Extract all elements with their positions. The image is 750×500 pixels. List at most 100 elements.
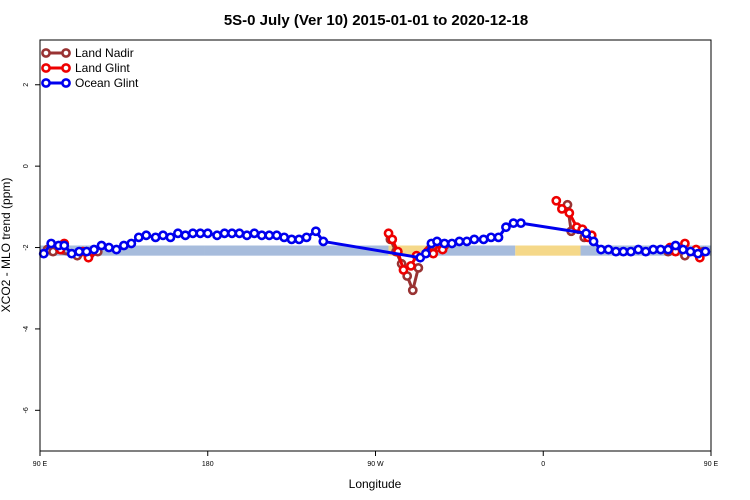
ocean-glint-point [611,246,621,257]
chart-title: 5S-0 July (Ver 10) 2015-01-01 to 2020-12… [224,12,528,29]
ocean-glint-point [670,240,681,251]
ocean-glint-point [648,244,659,255]
land-glint-point [556,203,567,214]
legend-swatch-marker [41,78,51,88]
ocean-glint-point [633,244,644,255]
series-ocean-glint [38,218,711,263]
ocean-glint-point [493,232,504,243]
y-tick-label: -4 [23,326,30,332]
y-tick-label: 2 [23,83,30,87]
ocean-glint-point [256,230,267,241]
ocean-glint-point [212,230,222,241]
legend-item-ocean-glint: Ocean Glint [41,76,139,90]
band-3 [435,245,516,256]
ocean-glint-point [158,230,168,241]
ocean-glint-point [187,228,198,239]
ocean-glint-point [264,230,275,241]
legend-swatch-marker [61,48,71,58]
ocean-glint-point [241,230,252,241]
legend-swatch-marker [61,63,71,73]
x-tick-label: 90 W [367,461,384,468]
land-nadir-point [413,262,424,273]
ocean-glint-point [133,232,144,243]
ocean-glint-point [581,228,592,239]
ocean-glint-point [279,232,290,243]
ocean-glint-point [165,232,176,243]
ocean-glint-point [318,236,329,247]
ocean-glint-point [96,240,107,251]
ocean-glint-point [66,248,77,259]
ocean-glint-point [74,246,85,257]
legend-swatch-marker [41,48,51,58]
band-4 [515,245,581,256]
ocean-glint-point [603,244,614,255]
ocean-glint-point [663,244,674,255]
ocean-glint-point [439,238,450,249]
x-tick-label: 0 [541,461,545,468]
ocean-glint-point [195,228,206,239]
land-glint-point [398,265,409,275]
ocean-glint-point [173,228,183,239]
band-0 [40,245,205,256]
ocean-glint-point [447,238,457,249]
legend-item-land-nadir: Land Nadir [41,46,134,60]
ocean-glint-point [38,248,49,259]
ocean-glint-point [625,246,636,257]
land-nadir-point [407,285,418,296]
y-tick-label: 0 [23,164,30,168]
ocean-glint-point [104,242,114,253]
ocean-glint-point [655,244,666,255]
land-glint-point [551,195,562,206]
ocean-glint-point [227,228,237,239]
ocean-glint-point [59,240,70,251]
ocean-glint-point [700,246,711,257]
ocean-glint-point [111,244,122,255]
ocean-glint-point [515,218,526,229]
legend-label: Ocean Glint [75,76,139,90]
ocean-glint-point [420,248,431,259]
x-tick-label: 90 E [704,461,719,468]
series-layer [38,195,711,296]
ocean-glint-point [685,246,696,257]
ocean-glint-point [301,232,312,243]
ocean-glint-point [588,236,599,247]
land-glint-point [406,260,416,271]
ocean-glint-point [234,228,245,239]
land-glint-point [428,248,439,259]
legend-item-land-glint: Land Glint [41,61,130,75]
ocean-glint-point [501,222,511,233]
ocean-glint-point [286,234,297,245]
ocean-glint-point [46,238,57,249]
ocean-glint-point [126,238,137,249]
ocean-glint-point [508,218,519,229]
ocean-glint-point [294,234,304,245]
ocean-glint-point [454,236,465,247]
ocean-glint-point [89,244,99,255]
legend-label: Land Glint [75,61,130,75]
legend-swatch-marker [61,78,71,88]
ocean-glint-point [461,236,472,247]
ocean-glint-point [310,226,321,237]
y-tick-label: -2 [23,244,30,250]
x-axis-label: Longitude [349,477,402,491]
y-axis: 2 0 -2 -4 -6 [23,83,40,413]
ocean-glint-point [618,246,629,257]
ocean-glint-point [693,248,703,259]
ocean-glint-point [249,228,260,239]
x-axis: 90 E 180 90 W 0 90 E [33,451,719,468]
ocean-glint-point [640,246,651,257]
ocean-glint-point [478,234,489,245]
ocean-glint-point [271,230,282,241]
ocean-glint-point [180,230,191,241]
y-axis-label: XCO2 - MLO trend (ppm) [0,178,13,313]
land-glint-point [387,234,398,245]
land-glint-point [564,208,575,218]
ocean-glint-point [81,246,92,257]
legend-swatch-marker [41,63,51,73]
ocean-glint-point [469,234,480,245]
ocean-glint-point [219,228,230,239]
band-2 [388,245,436,256]
y-tick-label: -6 [23,407,30,413]
